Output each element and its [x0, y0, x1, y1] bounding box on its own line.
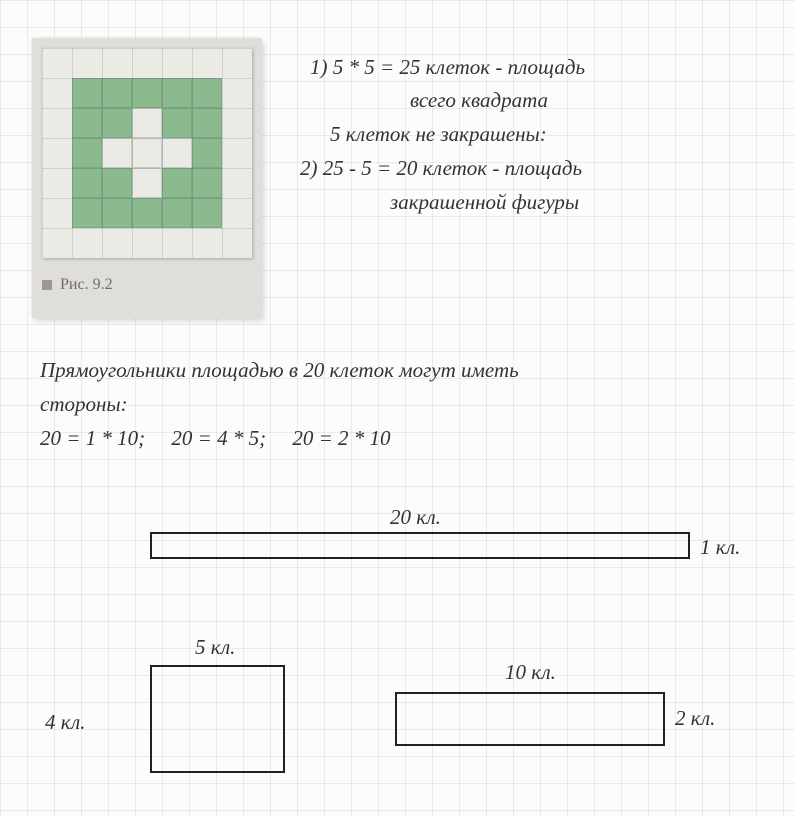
grid-cell: [72, 138, 102, 168]
grid-cell: [102, 78, 132, 108]
grid-cell-white: [132, 108, 162, 138]
grid-cell-white: [162, 138, 192, 168]
rect-5x4: [150, 665, 285, 773]
figure-card: Рис. 9.2: [32, 38, 262, 318]
grid-cell: [72, 108, 102, 138]
calc-line-3: 2) 25 - 5 = 20 клеток - площадь: [300, 156, 582, 181]
caption-bullet-icon: [42, 280, 52, 290]
grid-cell: [72, 78, 102, 108]
grid-cell: [162, 78, 192, 108]
grid-cell: [192, 108, 222, 138]
rect3-height-label: 2 кл.: [675, 706, 715, 731]
grid-cell: [132, 198, 162, 228]
calc-line-3b: закрашенной фигуры: [390, 190, 579, 215]
grid-cell: [162, 168, 192, 198]
calc-line-1b: всего квадрата: [410, 88, 548, 113]
grid-cell: [162, 198, 192, 228]
grid-cell: [192, 138, 222, 168]
calc-line-2: 5 клеток не закрашены:: [330, 122, 547, 147]
grid-cell-white: [132, 168, 162, 198]
figure-caption-text: Рис. 9.2: [60, 276, 113, 294]
grid-cell-white: [132, 138, 162, 168]
statement-line-1: Прямоугольники площадью в 20 клеток могу…: [40, 358, 519, 383]
rect1-width-label: 20 кл.: [390, 505, 441, 530]
statement-eq: 20 = 1 * 10; 20 = 4 * 5; 20 = 2 * 10: [40, 426, 391, 451]
grid-cell: [132, 78, 162, 108]
green-square-5x5: [72, 78, 222, 228]
figure-caption: Рис. 9.2: [42, 276, 252, 294]
grid-cell: [192, 78, 222, 108]
grid-cell: [72, 168, 102, 198]
rect3-width-label: 10 кл.: [505, 660, 556, 685]
calc-line-1: 1) 5 * 5 = 25 клеток - площадь: [310, 55, 585, 80]
grid-cell: [162, 108, 192, 138]
grid-cell: [72, 198, 102, 228]
figure-grid-7x7: [42, 48, 252, 258]
grid-cell: [102, 108, 132, 138]
rect2-width-label: 5 кл.: [195, 635, 235, 660]
grid-cell: [102, 168, 132, 198]
rect-10x2: [395, 692, 665, 746]
grid-cell: [192, 198, 222, 228]
grid-cell-white: [102, 138, 132, 168]
rect1-height-label: 1 кл.: [700, 535, 740, 560]
rect2-height-label: 4 кл.: [45, 710, 85, 735]
rect-20x1: [150, 532, 690, 559]
grid-cell: [102, 198, 132, 228]
grid-cell: [192, 168, 222, 198]
statement-line-2: стороны:: [40, 392, 128, 417]
